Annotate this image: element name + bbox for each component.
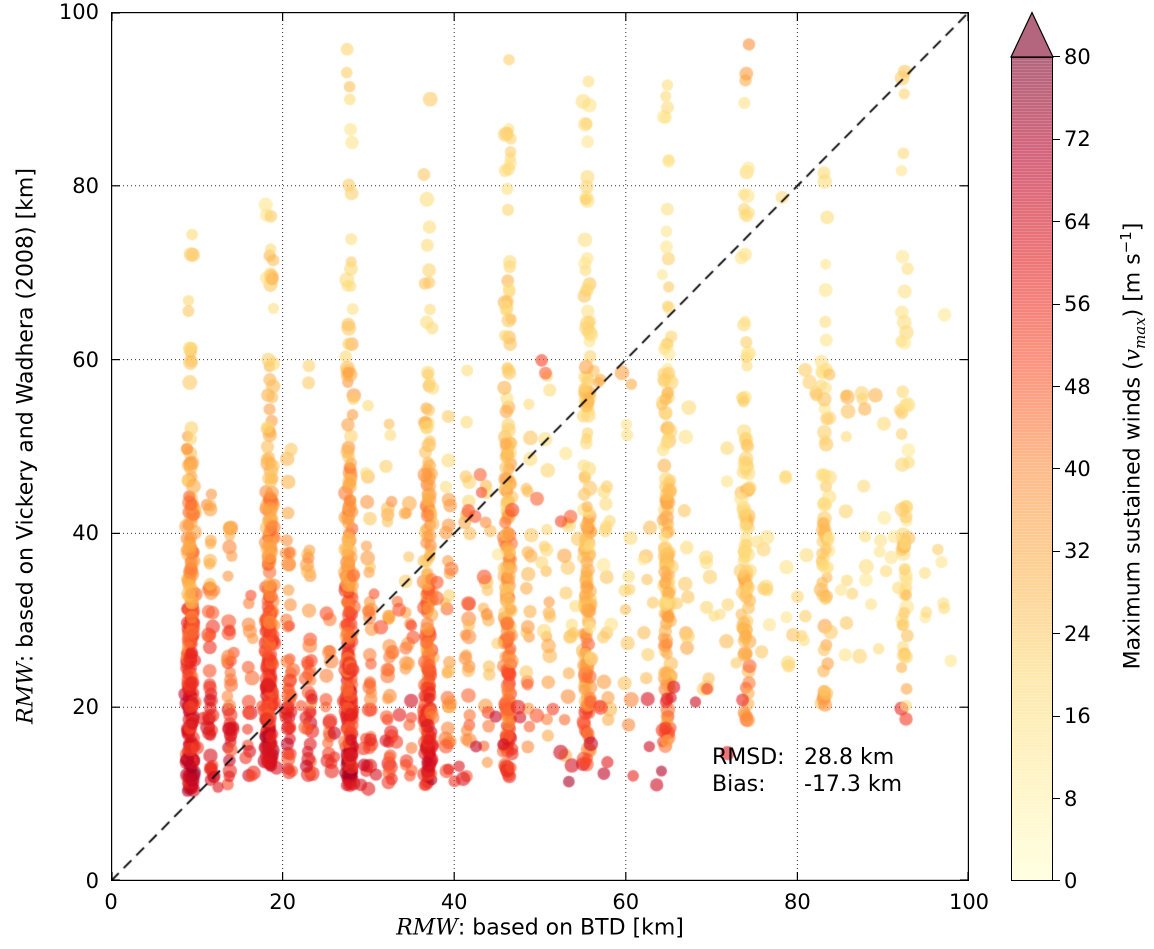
colorbar-tick-label: 32 [1064, 539, 1091, 564]
colorbar-tick-label: 64 [1064, 209, 1091, 234]
colorbar-tick [1053, 633, 1060, 635]
colorbar-tick-label: 16 [1064, 704, 1091, 729]
colorbar-tick-label: 56 [1064, 292, 1091, 317]
bias-value: -17.3 km [804, 772, 903, 797]
y-axis-label: RMW: based on Vickery and Wadhera (2008)… [14, 168, 39, 724]
colorbar-label-prefix: Maximum sustained winds ( [1120, 361, 1146, 670]
colorbar-tick-label: 80 [1064, 45, 1091, 69]
rmsd-value: 28.8 km [804, 745, 895, 770]
x-tick-label: 80 [784, 890, 811, 914]
colorbar-tick [1053, 880, 1060, 882]
colorbar-tick [1053, 468, 1060, 470]
colorbar-tick-label: 48 [1064, 374, 1091, 399]
colorbar [1011, 57, 1053, 881]
y-tick-label: 40 [72, 521, 99, 546]
colorbar-tick [1053, 303, 1060, 305]
x-tick-label: 40 [440, 890, 468, 914]
bias-label: Bias: [712, 772, 766, 797]
x-axis-label: RMW: based on BTD [km] [396, 916, 684, 941]
colorbar-tick-label: 8 [1064, 786, 1078, 811]
bias-row: Bias: -17.3 km [712, 771, 902, 798]
colorbar-tick [1053, 798, 1060, 799]
x-tick-label: 100 [948, 890, 990, 914]
colorbar-label-var: v [1120, 348, 1146, 362]
x-tick-label: 20 [269, 890, 296, 914]
y-tick-label: 100 [58, 0, 99, 24]
y-axis-label-text: : based on Vickery and Wadhera (2008) [k… [13, 168, 39, 663]
colorbar-tick [1053, 715, 1060, 717]
colorbar-tick [1053, 386, 1060, 387]
colorbar-tick [1053, 550, 1060, 552]
rmsd-label: RMSD: [712, 745, 785, 770]
y-tick-label: 60 [72, 347, 99, 372]
colorbar-tick-label: 72 [1064, 127, 1091, 152]
colorbar-label-suffix: ] [1120, 222, 1146, 232]
colorbar-label-sub: max [1130, 317, 1149, 349]
x-tick-label: 0 [104, 890, 118, 914]
y-axis-label-math: RMW [13, 662, 39, 724]
colorbar-tick [1053, 138, 1060, 140]
colorbar-tick-label: 40 [1064, 457, 1091, 481]
colorbar-tick-label: 0 [1064, 869, 1078, 893]
y-tick-label: 80 [72, 173, 99, 198]
colorbar-tick-label: 24 [1064, 621, 1091, 646]
colorbar-tick [1053, 221, 1060, 223]
stats-annotation: RMSD: 28.8 km Bias: -17.3 km [712, 744, 902, 798]
plot-area [111, 12, 969, 881]
colorbar-arrow-icon [1010, 11, 1054, 58]
rmsd-row: RMSD: 28.8 km [712, 744, 902, 771]
x-axis-label-text: : based on BTD [km] [457, 915, 684, 941]
y-tick-label: 0 [85, 869, 99, 893]
x-tick-label: 60 [612, 890, 640, 914]
colorbar-striation [1012, 58, 1052, 880]
colorbar-label-mid: ) [m s [1120, 253, 1146, 318]
y-tick-label: 20 [72, 695, 99, 720]
colorbar-label: Maximum sustained winds (vmax) [m s−1] [1117, 223, 1149, 670]
colorbar-tick [1053, 56, 1060, 58]
x-axis-label-math: RMW [396, 915, 458, 941]
scatter-canvas [111, 12, 969, 881]
